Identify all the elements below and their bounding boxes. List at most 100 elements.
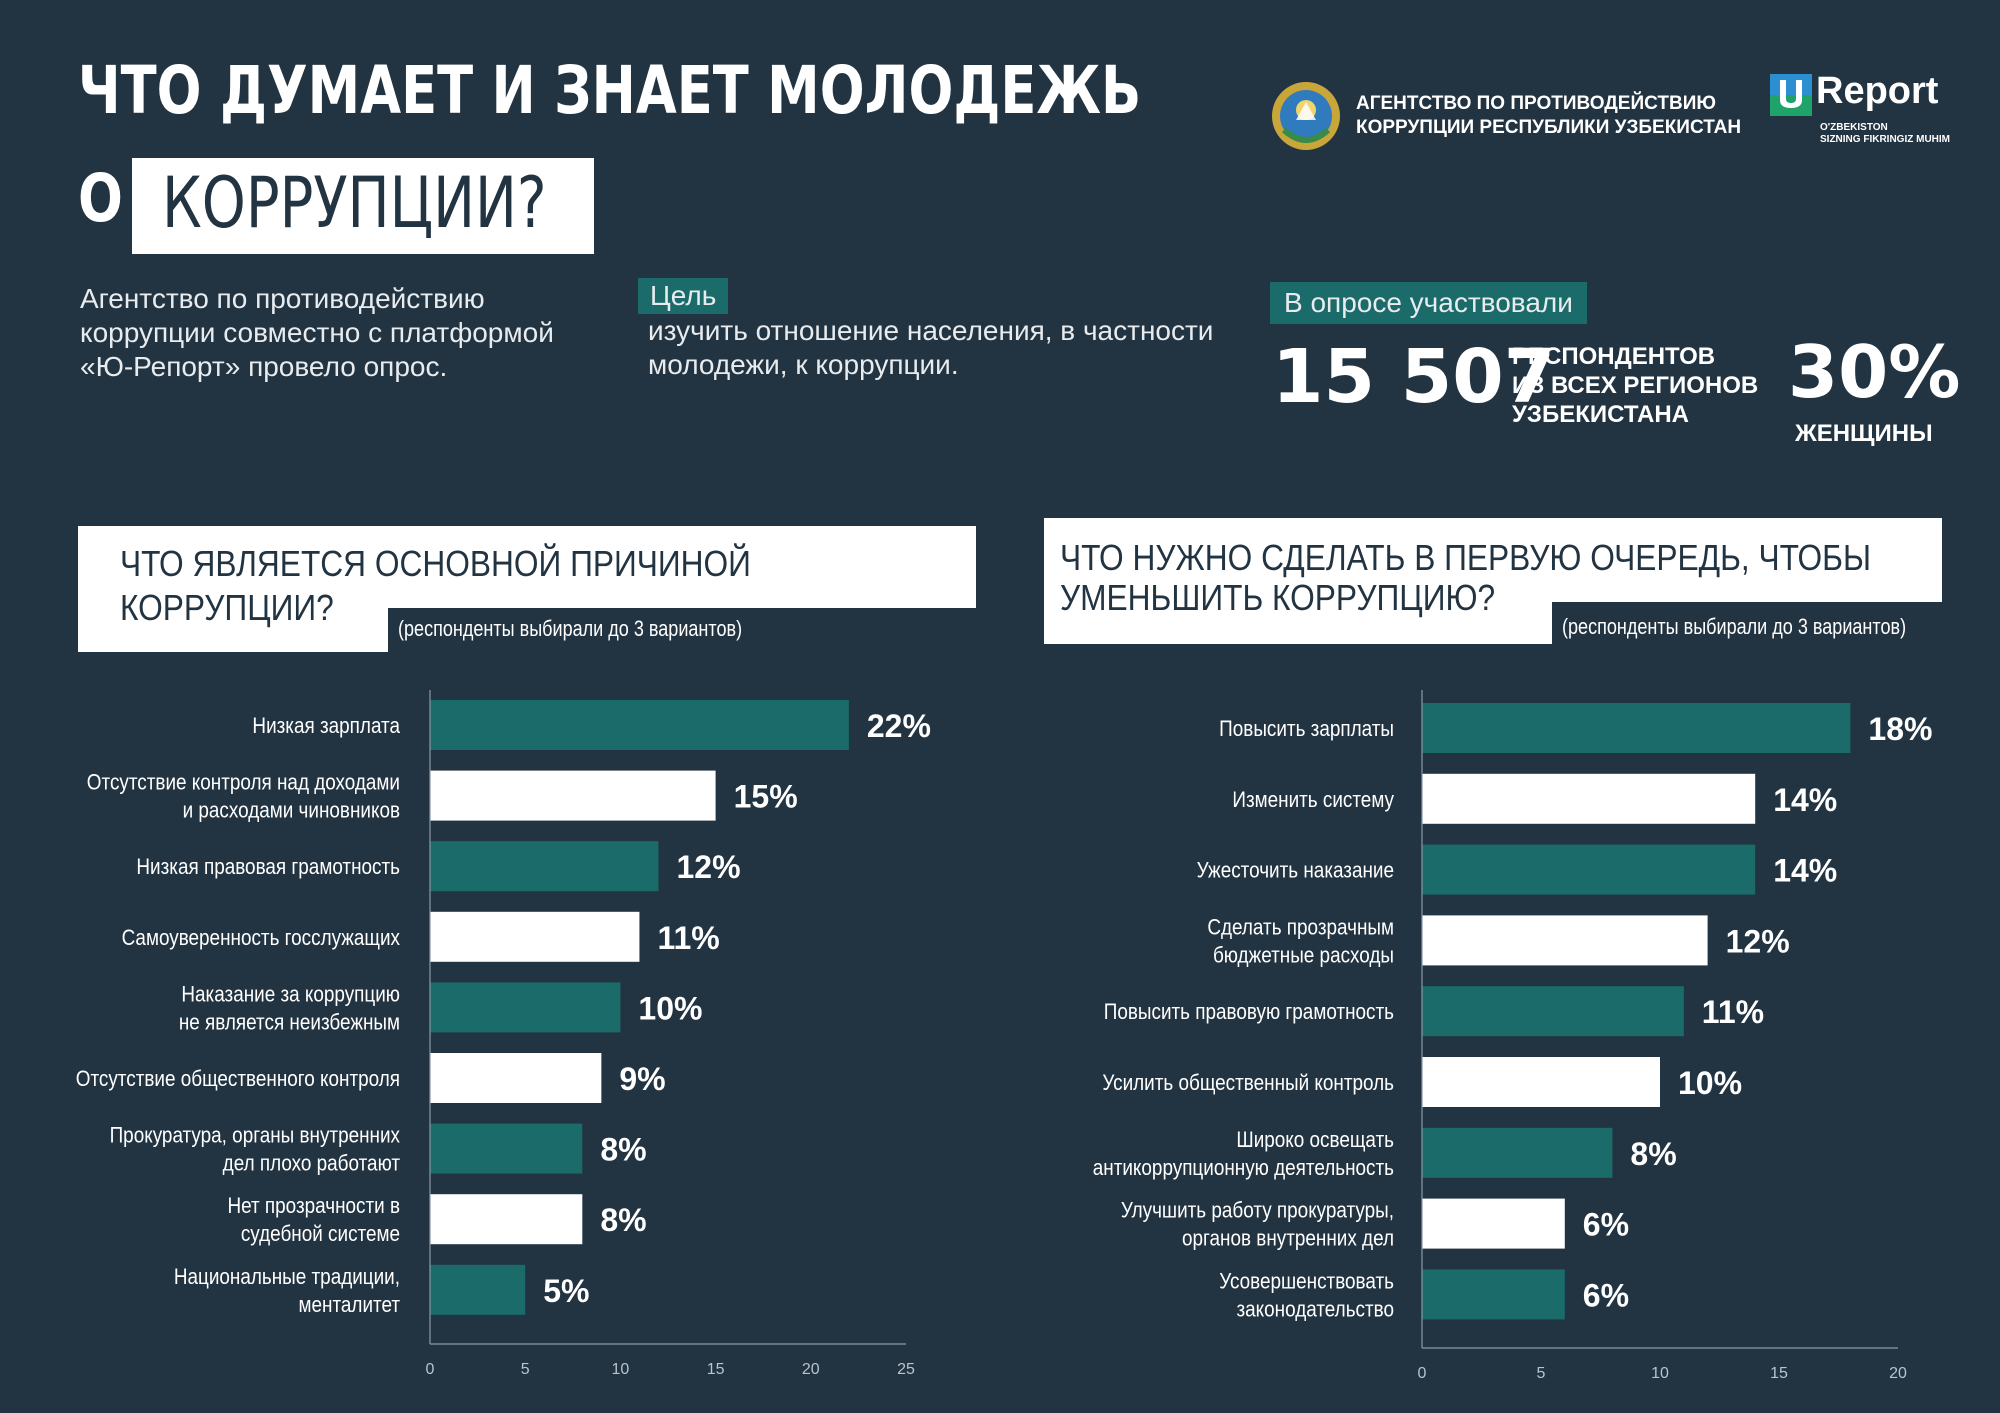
page-title-highlight-box: КОРРУПЦИИ? bbox=[132, 158, 594, 254]
chart2-bar bbox=[1422, 844, 1756, 895]
u-report-logo-icon bbox=[1770, 74, 1812, 116]
chart2-bar bbox=[1422, 1057, 1660, 1107]
chart1-title-box bbox=[78, 526, 976, 608]
goal-label: Цель bbox=[638, 278, 729, 314]
state-emblem-icon bbox=[1270, 80, 1342, 152]
chart2-category-label: органов внутренних дел bbox=[1182, 1226, 1394, 1251]
chart1-value-label: 15% bbox=[734, 779, 798, 815]
chart1-title-line1: ЧТО ЯВЛЯЕТСЯ ОСНОВНОЙ ПРИЧИНОЙ bbox=[120, 543, 751, 584]
respondent-description-line2: ИЗ ВСЕХ РЕГИОНОВ bbox=[1512, 372, 1759, 399]
chart2-title-line2: УМЕНЬШИТЬ КОРРУПЦИЮ? bbox=[1060, 577, 1496, 618]
chart2-category-label: Улучшить работу прокуратуры, bbox=[1121, 1198, 1394, 1223]
chart1-bar bbox=[430, 700, 849, 750]
chart2-category-label: антикоррупционную деятельность bbox=[1093, 1155, 1394, 1180]
chart2-category-label: законодательство bbox=[1236, 1297, 1394, 1322]
chart1-category-label: Нет прозрачности в bbox=[227, 1194, 400, 1219]
respondent-count: 15 507 bbox=[1272, 334, 1556, 420]
chart2-value-label: 8% bbox=[1630, 1136, 1676, 1172]
ureport-tagline: O'ZBEKISTON SIZNING FIKRINGIZ MUHIM bbox=[1820, 122, 1960, 146]
chart1-category-label: Отсутствие контроля над доходами bbox=[87, 770, 400, 795]
chart2-title-box bbox=[1044, 518, 1942, 602]
women-label: ЖЕНЩИНЫ bbox=[1795, 420, 1933, 447]
chart1-value-label: 8% bbox=[600, 1132, 646, 1168]
chart1-bar bbox=[430, 1264, 526, 1315]
intro-text: Агентство по противодействию коррупции с… bbox=[80, 283, 554, 382]
chart1-value-label: 8% bbox=[600, 1202, 646, 1238]
chart1-category-label: не является неизбежным bbox=[179, 1010, 400, 1035]
goal-text: изучить отношение населения, в частности… bbox=[648, 315, 1214, 380]
chart2-value-label: 10% bbox=[1678, 1065, 1742, 1101]
chart1-tick-label: 25 bbox=[897, 1361, 915, 1378]
chart1-category-label: и расходами чиновников bbox=[183, 798, 400, 823]
chart2-category-label: Ужесточить наказание bbox=[1197, 858, 1394, 883]
chart1-bar bbox=[430, 770, 716, 821]
chart2-category-label: Усовершенствовать bbox=[1219, 1269, 1394, 1294]
respondent-description-line1: РЕСПОНДЕНТОВ bbox=[1512, 343, 1716, 370]
chart2-value-label: 18% bbox=[1868, 711, 1932, 747]
chart2-category-label: Повысить правовую грамотность bbox=[1104, 1000, 1394, 1025]
chart2-category-label: бюджетные расходы bbox=[1213, 943, 1394, 968]
chart1-tick-label: 20 bbox=[802, 1361, 820, 1378]
chart2-value-label: 11% bbox=[1702, 994, 1764, 1030]
ureport-logo: Report O'ZBEKISTON SIZNING FIKRINGIZ MUH… bbox=[1770, 70, 1950, 145]
women-percent: 30% bbox=[1788, 330, 1961, 414]
chart1-value-label: 11% bbox=[657, 920, 719, 956]
respondent-description: РЕСПОНДЕНТОВ ИЗ ВСЕХ РЕГИОНОВ УЗБЕКИСТАН… bbox=[1512, 342, 1772, 429]
chart2-tick-label: 0 bbox=[1418, 1365, 1427, 1382]
page-title-highlight: КОРРУПЦИИ? bbox=[162, 162, 547, 244]
chart2-category-label: Повысить зарплаты bbox=[1219, 717, 1394, 742]
chart1-category-label: менталитет bbox=[299, 1292, 401, 1317]
chart1-category-label: Отсутствие общественного контроля bbox=[76, 1067, 400, 1092]
chart1-bar bbox=[430, 841, 659, 892]
chart2-note: (респонденты выбирали до 3 вариантов) bbox=[1562, 614, 1907, 639]
chart1-category-label: Низкая зарплата bbox=[252, 714, 400, 739]
chart1-category-label: дел плохо работают bbox=[223, 1151, 401, 1176]
chart2-category-label: Усилить общественный контроль bbox=[1102, 1071, 1394, 1096]
chart1-value-label: 22% bbox=[867, 708, 931, 744]
chart2-tick-label: 5 bbox=[1537, 1365, 1546, 1382]
chart2-category-label: Изменить систему bbox=[1232, 787, 1394, 812]
agency-name: АГЕНТСТВО ПО ПРОТИВОДЕЙСТВИЮ КОРРУПЦИИ Р… bbox=[1356, 92, 1756, 140]
chart1-category-label: Национальные традиции, bbox=[174, 1264, 400, 1289]
chart-causes: 22% Низкая зарплата 15% Отсутствие контроля… bbox=[76, 690, 931, 1378]
page-title: ЧТО ДУМАЕТ И ЗНАЕТ МОЛОДЕЖЬ bbox=[78, 52, 1142, 129]
chart2-bar bbox=[1422, 1127, 1613, 1178]
chart2-category-label: Широко освещать bbox=[1236, 1127, 1394, 1152]
chart2-bar bbox=[1422, 703, 1851, 753]
chart2-category-label: Сделать прозрачным bbox=[1207, 915, 1394, 940]
agency-name-line1: АГЕНТСТВО ПО ПРОТИВОДЕЙСТВИЮ bbox=[1356, 93, 1716, 114]
chart2-bar bbox=[1422, 1198, 1565, 1249]
chart1-bar bbox=[430, 1053, 602, 1103]
chart2-tick-label: 15 bbox=[1770, 1365, 1788, 1382]
chart1-tick-label: 10 bbox=[612, 1361, 630, 1378]
chart1-tick-label: 0 bbox=[426, 1361, 435, 1378]
chart1-bar bbox=[430, 982, 621, 1033]
respondent-description-line3: УЗБЕКИСТАНА bbox=[1512, 401, 1689, 428]
chart2-value-label: 12% bbox=[1726, 923, 1790, 959]
chart1-value-label: 5% bbox=[543, 1273, 589, 1309]
chart2-title-line1: ЧТО НУЖНО СДЕЛАТЬ В ПЕРВУЮ ОЧЕРЕДЬ, ЧТОБ… bbox=[1060, 537, 1872, 578]
chart1-category-label: Наказание за коррупцию bbox=[181, 982, 400, 1007]
chart1-bar bbox=[430, 1194, 583, 1245]
chart2-bar bbox=[1422, 915, 1708, 966]
chart1-value-label: 10% bbox=[638, 990, 702, 1026]
chart2-value-label: 6% bbox=[1583, 1277, 1629, 1313]
agency-name-line2: КОРРУПЦИИ РЕСПУБЛИКИ УЗБЕКИСТАН bbox=[1356, 117, 1742, 138]
ureport-word: Report bbox=[1816, 70, 1939, 112]
chart-measures: 18% Повысить зарплаты 14% Изменить систему 1… bbox=[1093, 690, 1932, 1382]
chart1-tick-label: 15 bbox=[707, 1361, 725, 1378]
chart2-tick-label: 20 bbox=[1889, 1365, 1907, 1382]
chart1-title-line2: КОРРУПЦИИ? bbox=[120, 587, 334, 628]
chart1-value-label: 9% bbox=[619, 1061, 665, 1097]
chart1-tick-label: 5 bbox=[521, 1361, 530, 1378]
chart1-title-box-lower bbox=[78, 600, 388, 652]
chart2-bar bbox=[1422, 1269, 1565, 1320]
survey-label: В опросе участвовали bbox=[1270, 282, 1587, 324]
chart2-bar bbox=[1422, 986, 1684, 1037]
chart2-title-box-lower bbox=[1044, 596, 1552, 644]
ureport-tagline-line2: SIZNING FIKRINGIZ MUHIM bbox=[1820, 134, 1950, 145]
page-title-prefix: О bbox=[78, 160, 123, 237]
chart1-category-label: Самоуверенность госслужащих bbox=[122, 925, 401, 950]
chart2-value-label: 6% bbox=[1583, 1207, 1629, 1243]
chart1-bar bbox=[430, 911, 640, 962]
